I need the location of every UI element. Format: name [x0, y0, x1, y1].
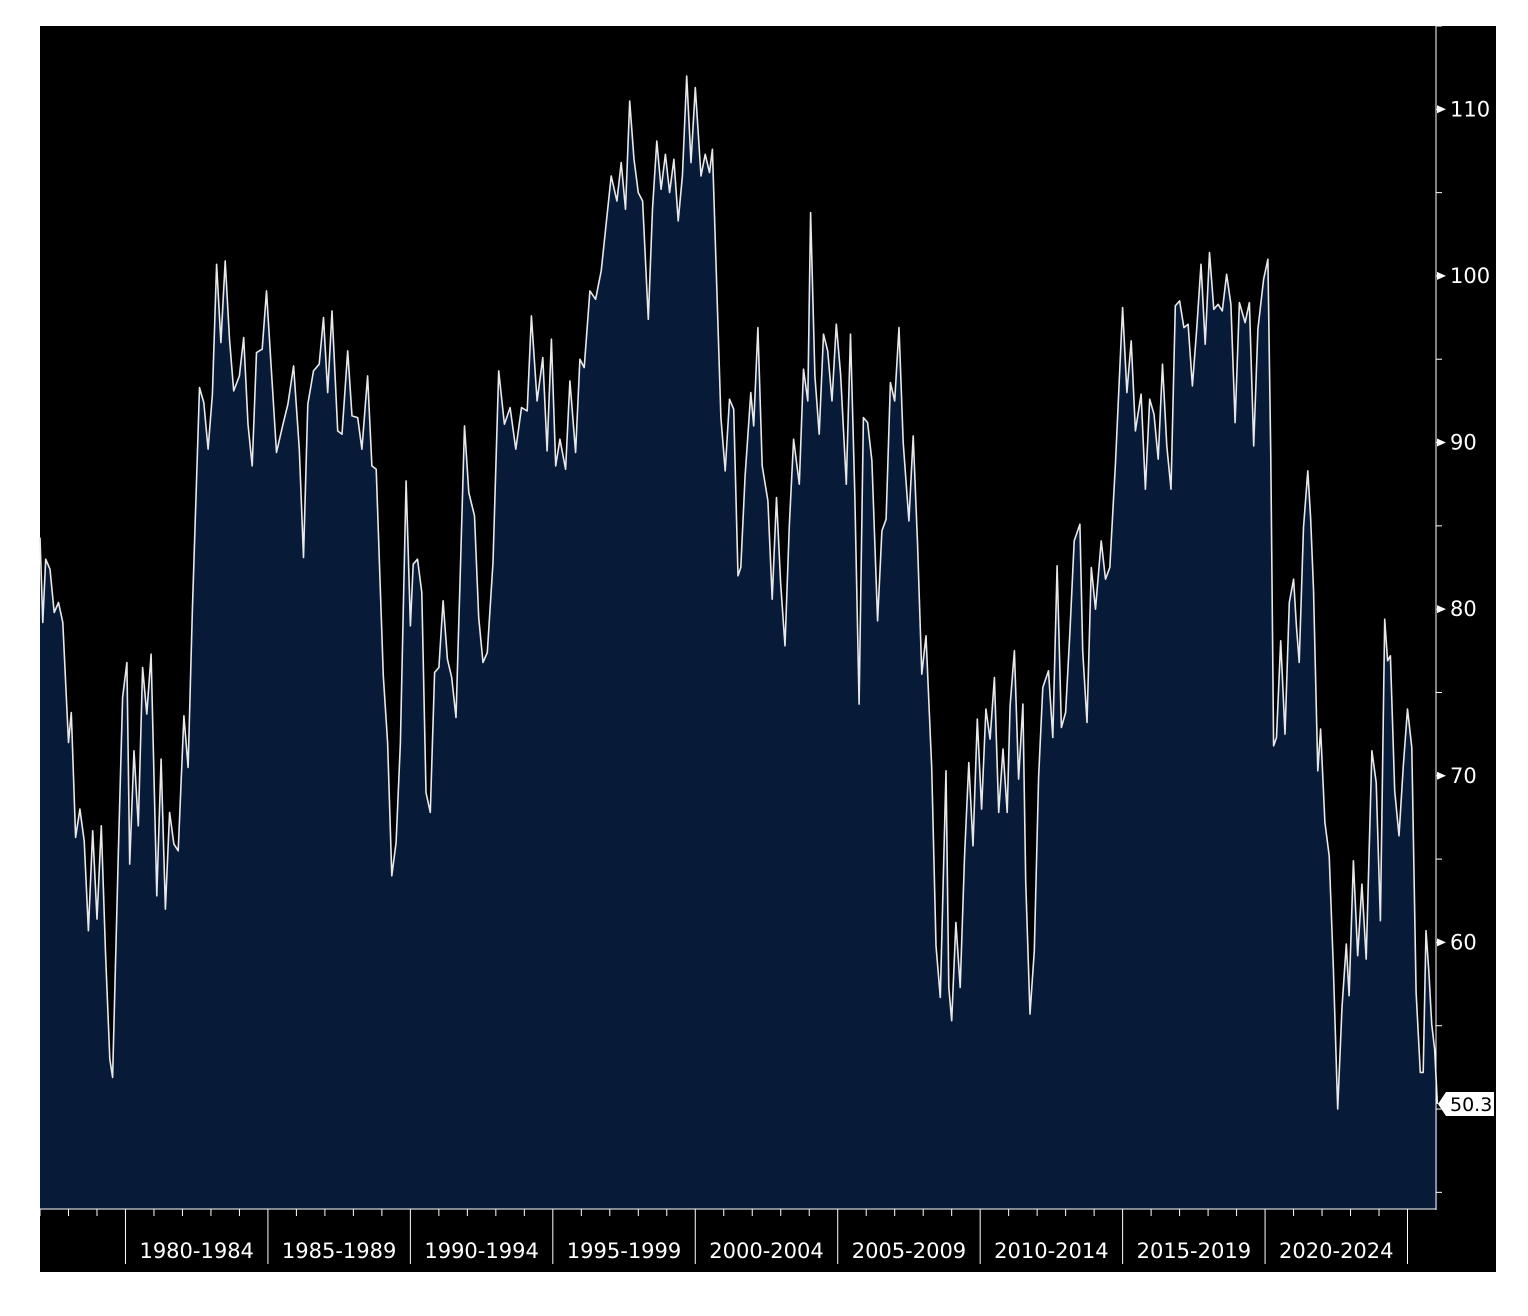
last-value-label: 50.3: [1450, 1094, 1492, 1116]
y-tick-arrow: [1437, 938, 1446, 947]
last-value-marker: 50.3: [1438, 1092, 1494, 1117]
x-period-label: 2015-2019: [1137, 1239, 1251, 1263]
y-tick-arrow: [1437, 605, 1446, 614]
x-axis-ticks: 1980-1984 1985-1989 1990-1994 1995-1999 2000…: [39, 1209, 1409, 1264]
y-tick-label: 110: [1450, 97, 1490, 121]
x-period-label: 1985-1989: [282, 1239, 396, 1263]
last-value-box: [1438, 1092, 1494, 1117]
y-tick-label: 80: [1450, 597, 1477, 621]
x-period-label: 2000-2004: [709, 1239, 823, 1263]
x-period-label: 1980-1984: [139, 1239, 253, 1263]
x-period-label: 1995-1999: [567, 1239, 681, 1263]
y-tick-arrow: [1437, 438, 1446, 447]
series-line: [39, 75, 1439, 1110]
x-period-label: 1990-1994: [424, 1239, 538, 1263]
y-tick-arrow: [1437, 271, 1446, 280]
x-period-label: 2010-2014: [994, 1239, 1108, 1263]
y-axis-ticks: 60 70 80 90 100 110: [1436, 25, 1490, 1193]
y-tick-arrow: [1437, 771, 1446, 780]
series-area: [40, 76, 1438, 1209]
y-tick-label: 70: [1450, 764, 1477, 788]
y-tick-label: 90: [1450, 431, 1477, 455]
chart-caption: CONSSENT Index (University of Michigan C…: [44, 1272, 1492, 1290]
x-period-label: 2005-2009: [852, 1239, 966, 1263]
y-tick-arrow: [1437, 105, 1446, 114]
y-tick-label: 100: [1450, 264, 1490, 288]
x-period-label: 2020-2024: [1279, 1239, 1393, 1263]
y-tick-label: 60: [1450, 930, 1477, 954]
